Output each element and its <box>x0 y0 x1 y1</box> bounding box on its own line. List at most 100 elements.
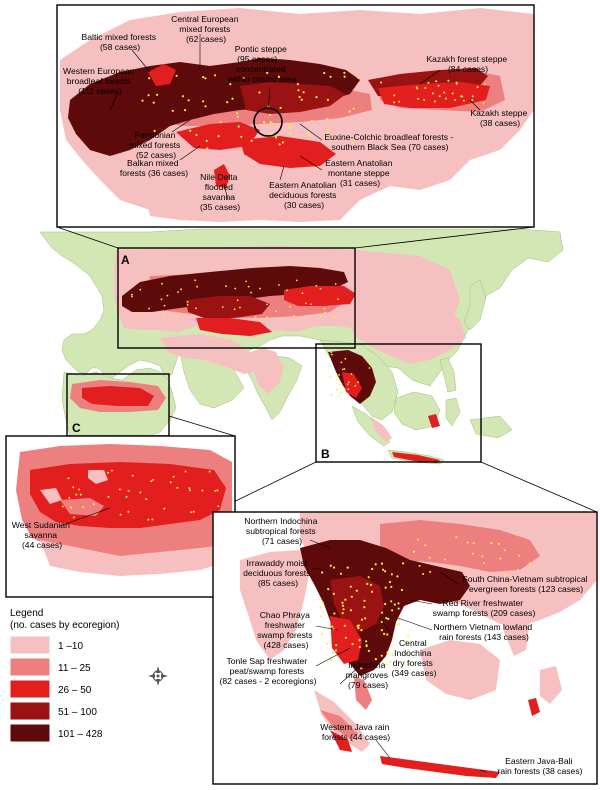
case-point <box>415 86 418 89</box>
case-point <box>476 86 479 89</box>
case-point <box>435 80 438 83</box>
case-point <box>348 110 351 113</box>
case-point <box>301 292 304 295</box>
case-point <box>371 567 374 571</box>
case-point <box>169 481 172 484</box>
case-point <box>391 609 394 612</box>
legend: Legend (no. cases by ecoregion) 1 –10 11… <box>9 608 168 743</box>
case-point <box>331 314 334 317</box>
label-balkan: Balkan mixed forests (36 cases) <box>120 158 188 178</box>
case-point <box>130 293 133 296</box>
case-point <box>139 288 142 291</box>
case-point <box>374 658 377 661</box>
ecoregion-red-indochina <box>342 372 362 398</box>
case-point <box>412 550 415 553</box>
labels-b: Northern Indochina subtropical forests (… <box>220 516 588 776</box>
label-eastern-anatolian-steppe: Eastern Anatolian montane steppe (31 cas… <box>325 158 395 188</box>
ecoregion-red-westafrica <box>82 386 154 406</box>
case-point <box>147 518 150 521</box>
case-point <box>360 629 363 632</box>
case-point <box>490 542 493 544</box>
case-point <box>321 601 324 604</box>
inset-a: Central European mixed forests (62 cases… <box>56 4 535 228</box>
case-point <box>424 544 427 547</box>
label-red-river: Red River freshwater swamp forests (209 … <box>433 598 536 618</box>
case-point <box>405 652 409 655</box>
case-point <box>150 480 153 483</box>
case-point <box>181 95 184 98</box>
case-point <box>324 136 327 139</box>
case-point <box>384 570 387 573</box>
case-point <box>195 133 198 137</box>
case-point <box>271 122 274 125</box>
case-point <box>447 79 450 82</box>
case-point <box>437 84 440 87</box>
case-point <box>214 74 217 77</box>
case-points-overview <box>130 279 371 397</box>
b-pink-borneo <box>420 640 500 700</box>
case-point <box>330 393 333 396</box>
case-point <box>131 295 133 298</box>
ecoregion-red-kazakh <box>284 286 356 306</box>
case-point <box>172 475 175 478</box>
case-point <box>319 606 322 609</box>
case-point <box>347 388 350 390</box>
b-red-chao-phraya <box>330 616 362 664</box>
case-point <box>408 663 411 666</box>
case-point <box>462 99 465 102</box>
label-euxine: Euxine-Colchic broadleaf forests - south… <box>324 132 455 152</box>
case-point <box>166 294 169 297</box>
case-point <box>400 588 403 592</box>
case-point <box>217 505 220 508</box>
case-point <box>355 589 358 592</box>
case-point <box>471 95 474 98</box>
case-point <box>245 280 248 283</box>
case-point <box>319 615 322 618</box>
legend-item: 51 – 100 <box>9 701 97 721</box>
case-point <box>336 378 338 381</box>
case-point <box>340 383 343 385</box>
case-point <box>175 315 178 318</box>
case-point <box>307 134 311 137</box>
case-point <box>497 542 500 545</box>
case-point <box>277 75 281 78</box>
connector-c-right <box>168 415 236 437</box>
legend-label: 26 – 50 <box>58 685 92 696</box>
case-point <box>397 623 400 626</box>
case-point <box>145 498 148 501</box>
case-point <box>380 654 383 657</box>
case-point <box>297 89 300 92</box>
land-philippines <box>439 357 457 393</box>
case-point <box>323 307 326 310</box>
case-point <box>315 284 318 287</box>
case-point <box>201 489 204 492</box>
case-point <box>354 384 357 387</box>
case-points-a <box>141 71 487 150</box>
case-point <box>236 299 239 302</box>
case-point <box>461 95 464 98</box>
case-point <box>75 493 78 496</box>
case-point <box>431 92 434 95</box>
case-point <box>92 503 95 506</box>
case-point <box>340 361 343 364</box>
case-point <box>172 141 175 144</box>
a-red-baltic <box>148 64 176 86</box>
case-point <box>349 585 352 588</box>
case-point <box>307 132 310 135</box>
case-point <box>240 135 243 138</box>
case-point <box>323 311 326 314</box>
case-point <box>393 94 396 97</box>
case-point <box>296 83 299 86</box>
case-point <box>234 287 237 290</box>
case-point <box>326 642 329 645</box>
case-point <box>330 351 333 354</box>
case-point <box>293 315 295 317</box>
case-point <box>266 71 269 74</box>
case-point <box>466 541 469 544</box>
b-red-sumatra-south <box>330 730 352 752</box>
label-northern-vietnam: Northern Vietnam lowland rain forests (1… <box>433 622 534 642</box>
case-point <box>275 310 277 313</box>
b-pink-philippines <box>500 596 530 656</box>
case-point <box>289 132 292 135</box>
case-point <box>382 568 385 571</box>
